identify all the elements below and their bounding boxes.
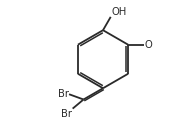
Text: Br: Br <box>61 109 72 119</box>
Text: OH: OH <box>111 7 127 16</box>
Text: O: O <box>144 40 152 50</box>
Text: Br: Br <box>58 89 69 99</box>
